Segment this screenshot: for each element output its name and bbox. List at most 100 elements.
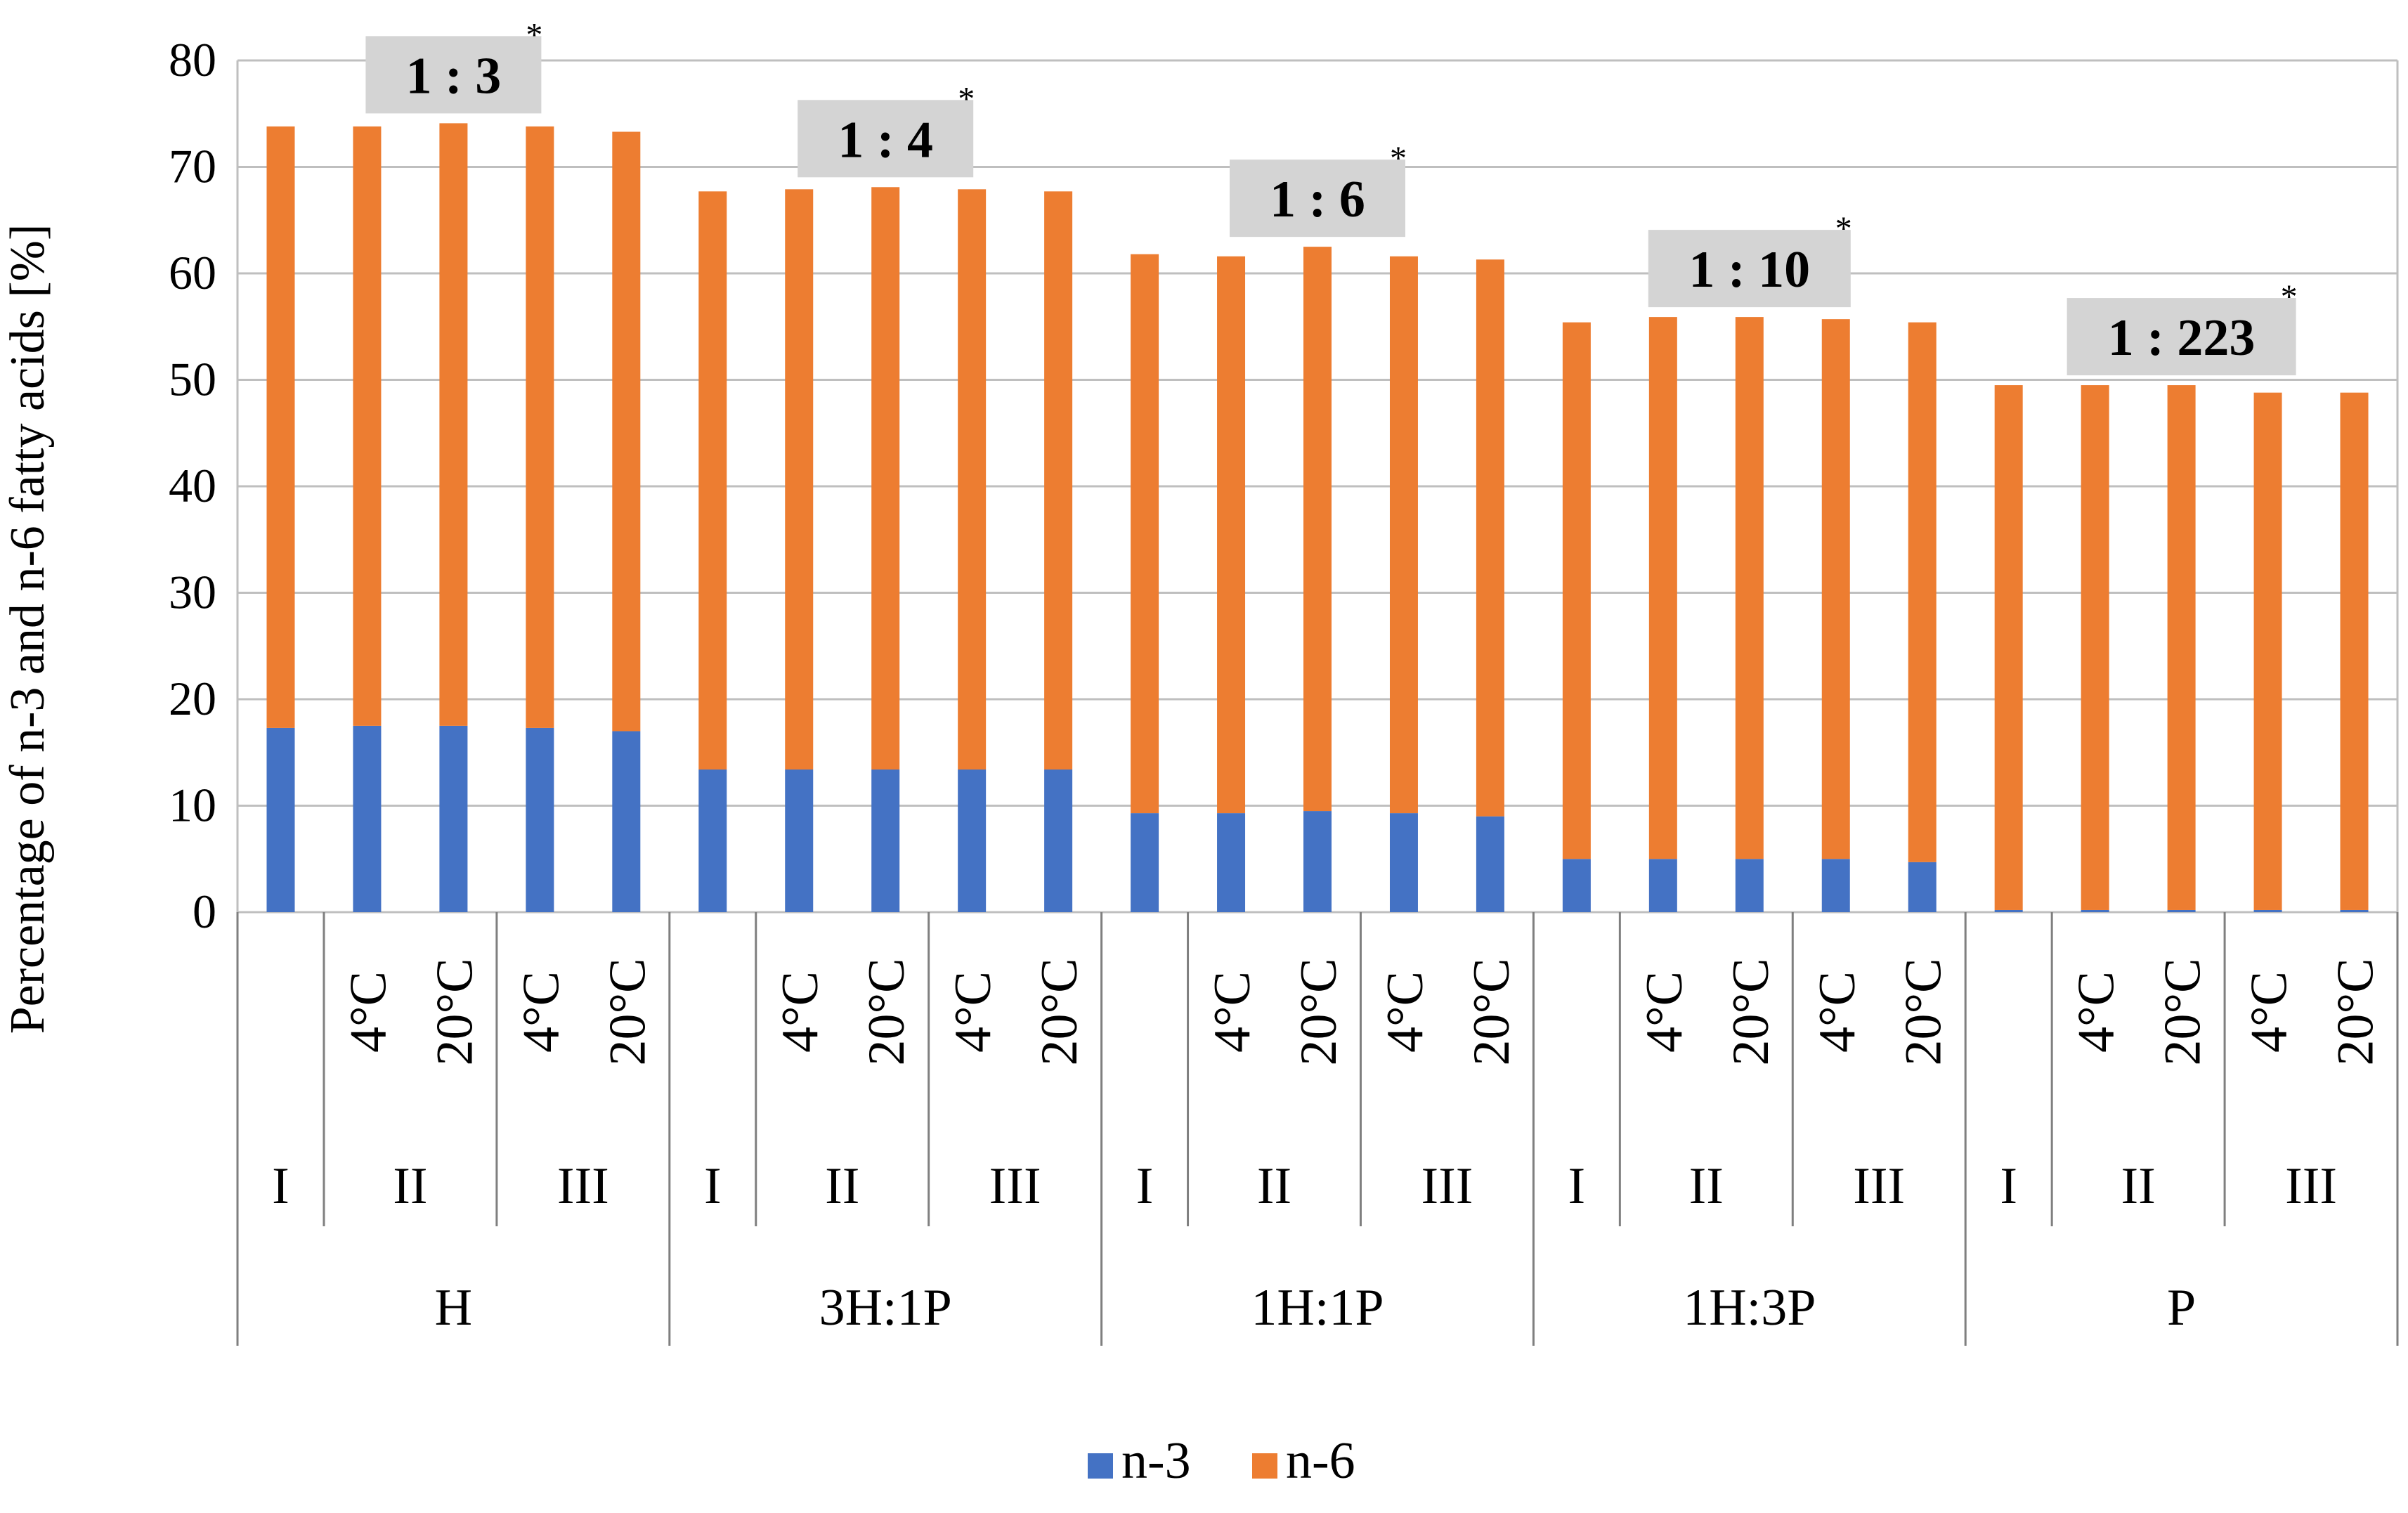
bar-segment-n-6 — [1562, 322, 1591, 859]
ratio-label: 1 : 3 — [406, 47, 502, 105]
ratio-box — [2067, 298, 2296, 376]
significance-star: * — [526, 16, 542, 53]
significance-star: * — [1390, 140, 1407, 177]
subgroup-label: III — [557, 1157, 609, 1215]
bar-segment-n-3 — [526, 727, 554, 912]
temperature-label: 4°C — [1204, 971, 1261, 1053]
bar-segment-n-3 — [1908, 862, 1937, 912]
bar-segment-n-3 — [1389, 813, 1418, 912]
temperature-label: 4°C — [772, 971, 829, 1053]
bar-segment-n-3 — [2340, 909, 2369, 912]
bar-segment-n-6 — [1994, 385, 2023, 910]
y-tick-label: 60 — [169, 246, 216, 299]
temperature-label: 20°C — [1463, 959, 1521, 1066]
bar-segment-n-3 — [698, 769, 727, 912]
temperature-label: 20°C — [1722, 959, 1780, 1066]
bar-segment-n-6 — [1648, 317, 1677, 859]
bar-segment-n-6 — [1131, 254, 1159, 814]
bar-segment-n-6 — [2340, 392, 2369, 910]
ratio-box — [1648, 230, 1851, 308]
ratio-label: 1 : 223 — [2108, 309, 2256, 367]
ratio-label: 1 : 6 — [1270, 171, 1365, 228]
y-axis-label: Percentage of n-3 and n-6 fatty acids [%… — [1, 224, 55, 1034]
ratio-box — [1230, 160, 1405, 238]
bar-segment-n-6 — [612, 131, 641, 732]
group-label: 3H:1P — [819, 1279, 952, 1337]
legend-swatch-n3 — [1088, 1453, 1113, 1479]
group-label: P — [2167, 1279, 2196, 1337]
subgroup-label: I — [704, 1157, 722, 1215]
temperature-label: 4°C — [1377, 971, 1434, 1053]
y-tick-label: 70 — [169, 140, 216, 193]
subgroup-label: III — [1853, 1157, 1905, 1215]
bar-segment-n-6 — [1389, 256, 1418, 814]
legend-swatch-n6 — [1252, 1453, 1277, 1479]
y-tick-label: 40 — [169, 459, 216, 512]
bars — [266, 123, 2369, 912]
bar-segment-n-3 — [2253, 909, 2282, 912]
temperature-label: 4°C — [2241, 971, 2298, 1053]
bar-segment-n-6 — [439, 123, 468, 726]
subgroup-label: II — [1257, 1157, 1291, 1215]
bar-segment-n-6 — [698, 191, 727, 770]
y-tick-label: 50 — [169, 353, 216, 406]
bar-segment-n-6 — [1044, 191, 1073, 770]
temperature-label: 20°C — [1895, 959, 1953, 1066]
y-tick-label: 10 — [169, 779, 216, 832]
bar-segment-n-3 — [612, 731, 641, 912]
bar-segment-n-3 — [2081, 909, 2109, 912]
bar-segment-n-6 — [785, 189, 814, 770]
temperature-label: 4°C — [339, 971, 397, 1053]
subgroup-label: I — [2000, 1157, 2017, 1215]
bar-segment-n-6 — [1735, 317, 1764, 859]
bar-segment-n-6 — [871, 187, 900, 770]
ratio-box — [798, 100, 974, 178]
bar-segment-n-6 — [2167, 385, 2196, 910]
bar-segment-n-3 — [2167, 909, 2196, 912]
bar-segment-n-6 — [2253, 392, 2282, 910]
bar-segment-n-3 — [1044, 769, 1073, 912]
ratio-label: 1 : 10 — [1688, 241, 1810, 299]
bar-segment-n-3 — [1735, 859, 1764, 912]
significance-star: * — [1835, 210, 1852, 247]
bar-segment-n-6 — [353, 126, 382, 726]
bar-segment-n-3 — [1217, 813, 1246, 912]
y-tick-label: 20 — [169, 672, 216, 725]
subgroup-label: II — [825, 1157, 859, 1215]
y-tick-label: 30 — [169, 566, 216, 619]
bar-segment-n-6 — [2081, 385, 2109, 910]
bar-segment-n-3 — [1562, 859, 1591, 912]
bar-segment-n-3 — [1303, 811, 1332, 912]
subgroup-label: I — [1136, 1157, 1154, 1215]
bar-segment-n-3 — [1994, 909, 2023, 912]
axes: 0 10 20 30 40 50 60 70 80 — [169, 33, 239, 938]
group-label: H — [435, 1279, 472, 1337]
temperature-label: 4°C — [944, 971, 1002, 1053]
legend-label-n3: n-3 — [1121, 1432, 1191, 1490]
group-label: 1H:1P — [1251, 1279, 1384, 1337]
subgroup-label: I — [1568, 1157, 1586, 1215]
temperature-label: 20°C — [1031, 959, 1088, 1066]
bar-segment-n-6 — [1476, 259, 1504, 817]
bar-segment-n-6 — [1821, 319, 1850, 859]
subgroup-label: II — [2121, 1157, 2155, 1215]
bar-segment-n-6 — [1217, 256, 1246, 814]
bar-segment-n-6 — [266, 126, 295, 728]
bar-segment-n-3 — [1131, 813, 1159, 912]
bar-segment-n-6 — [1908, 322, 1937, 862]
temperature-label: 20°C — [2327, 959, 2385, 1066]
temperature-label: 20°C — [426, 959, 483, 1066]
bar-segment-n-3 — [266, 727, 295, 912]
ratio-box — [365, 36, 542, 114]
temperature-label: 20°C — [858, 959, 916, 1066]
subgroup-label: I — [272, 1157, 289, 1215]
bar-segment-n-3 — [1648, 859, 1677, 912]
y-tick-label: 80 — [169, 33, 216, 86]
temperature-label: 4°C — [1636, 971, 1693, 1053]
significance-star: * — [958, 80, 975, 117]
bar-segment-n-3 — [785, 769, 814, 912]
subgroup-label: II — [1689, 1157, 1724, 1215]
